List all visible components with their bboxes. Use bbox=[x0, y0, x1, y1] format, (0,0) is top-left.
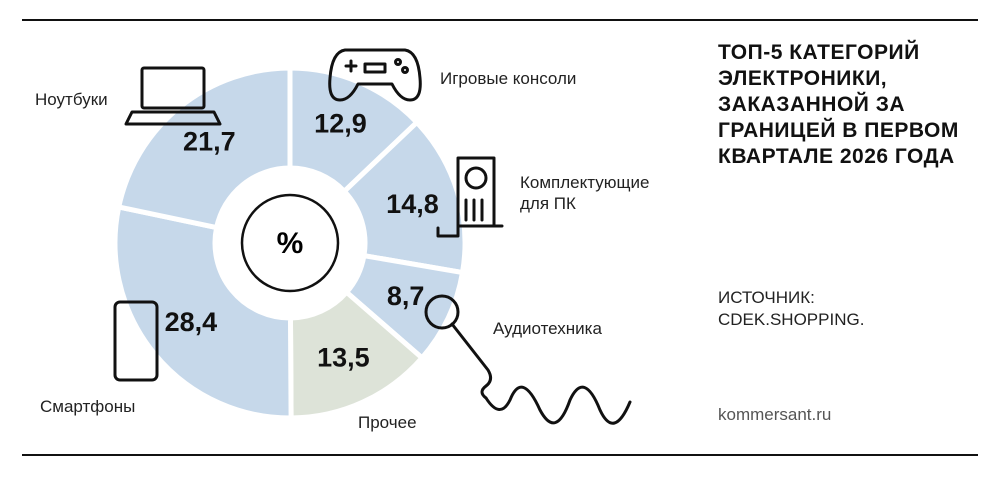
slice bbox=[112, 204, 294, 421]
source: ИСТОЧНИК: CDEK.SHOPPING. bbox=[718, 288, 865, 329]
category-label: Прочее bbox=[358, 413, 417, 432]
category-label: Комплектующие для ПК bbox=[520, 173, 650, 213]
slice bbox=[287, 288, 426, 421]
smartphone-icon bbox=[113, 300, 159, 382]
value-label: 12,9 bbox=[314, 108, 367, 138]
gpu-icon bbox=[436, 156, 504, 238]
category-label: Игровые консоли bbox=[440, 69, 577, 88]
category-label: Смартфоны bbox=[40, 397, 136, 416]
value-label: 14,8 bbox=[386, 189, 439, 219]
category-label: Аудиотехника bbox=[493, 319, 602, 338]
center-circle bbox=[240, 193, 340, 293]
slice bbox=[340, 118, 468, 276]
center-label: % bbox=[277, 227, 304, 260]
value-label: 21,7 bbox=[183, 127, 236, 157]
microphone-icon bbox=[424, 294, 632, 425]
value-label: 8,7 bbox=[387, 281, 425, 311]
title: ТОП-5 КАТЕГОРИЙ ЭЛЕКТРОНИКИ, ЗАКАЗАННОЙ … bbox=[718, 41, 959, 168]
laptop-icon bbox=[124, 66, 222, 126]
category-label: Ноутбуки bbox=[35, 90, 108, 109]
slice bbox=[115, 65, 293, 231]
value-label: 13,5 bbox=[317, 342, 370, 372]
value-label: 28,4 bbox=[165, 307, 218, 337]
footer: kommersant.ru bbox=[718, 405, 832, 424]
gamepad-icon bbox=[328, 48, 422, 102]
